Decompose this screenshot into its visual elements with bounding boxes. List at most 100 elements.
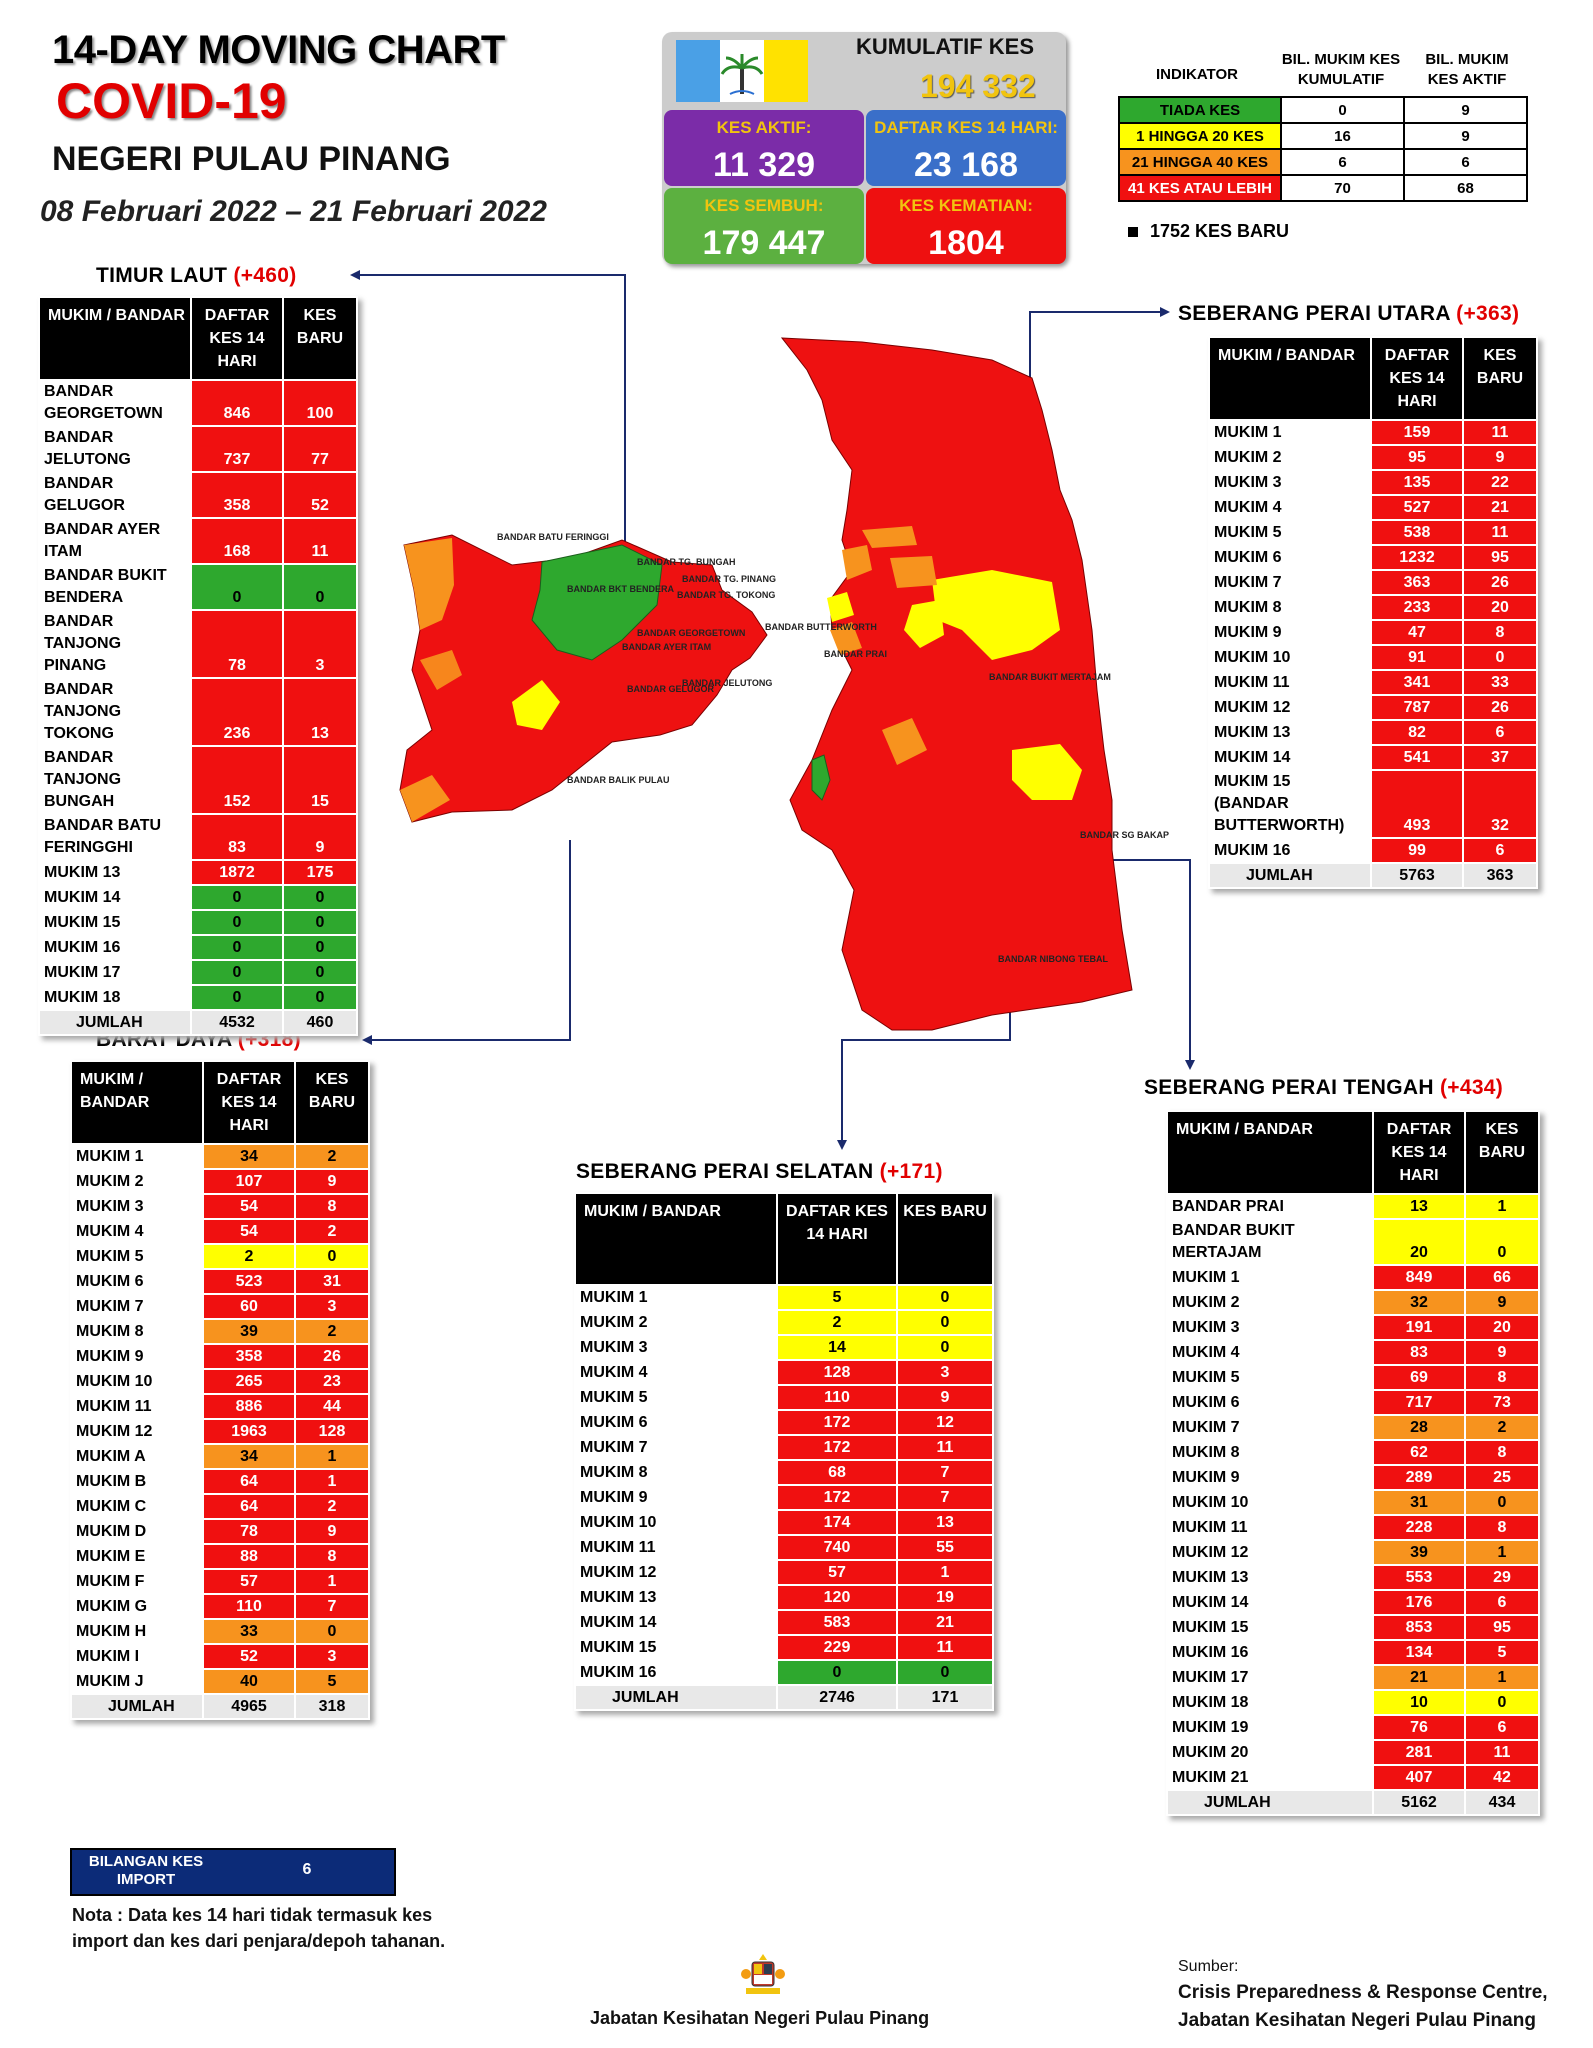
- cases-14day: 2: [778, 1311, 896, 1334]
- table-row: MUKIM 7 60 3: [72, 1295, 368, 1318]
- area-name: MUKIM 1: [72, 1145, 202, 1168]
- area-name: MUKIM G: [72, 1595, 202, 1618]
- area-name: MUKIM 14: [40, 886, 190, 909]
- table-row: MUKIM 6 1232 95: [1210, 546, 1536, 569]
- arrow-timur-laut: [350, 270, 360, 280]
- new-cases: 20: [1466, 1316, 1538, 1339]
- table-row: MUKIM 4 54 2: [72, 1220, 368, 1243]
- island-orange-sw: [420, 650, 462, 690]
- area-name: MUKIM 15: [576, 1636, 776, 1659]
- new-cases: 29: [1466, 1566, 1538, 1589]
- header-14day: DAFTAR KES 14 HARI: [1372, 338, 1462, 419]
- cases-14day: 0: [192, 986, 282, 1009]
- new-cases: 6: [1464, 839, 1536, 862]
- table-row: MUKIM 9 172 7: [576, 1486, 992, 1509]
- new-cases: 44: [296, 1395, 368, 1418]
- area-name: MUKIM J: [72, 1670, 202, 1693]
- table-barat-daya: MUKIM / BANDAR DAFTAR KES 14 HARI KES BARU…: [70, 1060, 370, 1720]
- cases-14day: 281: [1374, 1741, 1464, 1764]
- cases-14day: 21: [1374, 1666, 1464, 1689]
- cases-14day: 39: [1374, 1541, 1464, 1564]
- region-increase: (+171): [879, 1160, 943, 1183]
- area-name: MUKIM 11: [72, 1395, 202, 1418]
- cases-14day: 493: [1372, 771, 1462, 837]
- new-cases: 0: [284, 911, 356, 934]
- table-row: MUKIM 2 32 9: [1168, 1291, 1538, 1314]
- area-name: MUKIM 8: [72, 1320, 202, 1343]
- new-cases: 11: [1464, 521, 1536, 544]
- cases-14day: 233: [1372, 596, 1462, 619]
- new-cases: 9: [296, 1170, 368, 1193]
- new-cases: 8: [1466, 1366, 1538, 1389]
- cases-14day: 176: [1374, 1591, 1464, 1614]
- total-14day: 5162: [1374, 1791, 1464, 1814]
- cases-14day: 52: [204, 1645, 294, 1668]
- indicator-level: 41 KES ATAU LEBIH: [1118, 174, 1282, 202]
- cases-14day: 57: [778, 1561, 896, 1584]
- area-name: MUKIM 16: [576, 1661, 776, 1684]
- cases-14day: 0: [192, 961, 282, 984]
- indicator-cumulative-count: 0: [1280, 96, 1405, 124]
- cases-14day: 13: [1374, 1195, 1464, 1218]
- header-new: KES BARU: [898, 1194, 992, 1284]
- cumulative-value: 194 332: [920, 68, 1036, 104]
- table-row: BANDAR BATU FERINGGHI 83 9: [40, 815, 356, 859]
- island-yellow: [512, 680, 560, 730]
- cases-14day: 228: [1374, 1516, 1464, 1539]
- area-name: MUKIM 5: [1210, 521, 1370, 544]
- table-row: MUKIM 3 54 8: [72, 1195, 368, 1218]
- map-label-batu-feringgi: BANDAR BATU FERINGGI: [497, 532, 609, 542]
- indicator-header-label: INDIKATOR: [1156, 66, 1238, 83]
- area-name: MUKIM 6: [1168, 1391, 1372, 1414]
- area-name: MUKIM 6: [72, 1270, 202, 1293]
- new-cases: 0: [1464, 646, 1536, 669]
- table-row: BANDAR TANJONG PINANG 78 3: [40, 611, 356, 677]
- cases-14day: 99: [1372, 839, 1462, 862]
- table-row: MUKIM 16 0 0: [576, 1661, 992, 1684]
- region-name: TIMUR LAUT: [96, 264, 228, 287]
- area-name: BANDAR TANJONG BUNGAH: [40, 747, 190, 813]
- header-14day: DAFTAR KES 14 HARI: [1374, 1112, 1464, 1193]
- new-cases: 7: [296, 1595, 368, 1618]
- total-label: JUMLAH: [576, 1686, 776, 1709]
- area-name: MUKIM A: [72, 1445, 202, 1468]
- cases-14day: 31: [1374, 1491, 1464, 1514]
- total-label: JUMLAH: [1168, 1791, 1372, 1814]
- new-cases: 9: [898, 1386, 992, 1409]
- table-row: MUKIM 15 (BANDAR BUTTERWORTH) 493 32: [1210, 771, 1536, 837]
- penang-map: BANDAR BATU FERINGGI BANDAR TG. BUNGAH B…: [399, 337, 1169, 1031]
- indicator-header-cumulative: BIL. MUKIM KES KUMULATIF: [1281, 51, 1401, 88]
- total-label: JUMLAH: [1210, 864, 1370, 887]
- table-row: MUKIM 11 886 44: [72, 1395, 368, 1418]
- cases-14day: 174: [778, 1511, 896, 1534]
- table-row: MUKIM 9 358 26: [72, 1345, 368, 1368]
- mainland-orange-1: [842, 545, 872, 580]
- table-row: BANDAR JELUTONG 737 77: [40, 427, 356, 471]
- table-row: MUKIM 14 0 0: [40, 886, 356, 909]
- cases-14day: 83: [192, 815, 282, 859]
- table-row: MUKIM 15 853 95: [1168, 1616, 1538, 1639]
- chart-title: 14-DAY MOVING CHART: [52, 28, 505, 72]
- mainland-orange-2: [862, 526, 917, 548]
- table-timur-laut: MUKIM / BANDAR DAFTAR KES 14 HARI KES BARU…: [38, 296, 358, 1036]
- area-name: BANDAR JELUTONG: [40, 427, 190, 471]
- header-area: MUKIM / BANDAR: [1168, 1112, 1372, 1193]
- cases-14day: 737: [192, 427, 282, 471]
- area-name: MUKIM 3: [72, 1195, 202, 1218]
- penang-flag-icon: [676, 40, 808, 102]
- new-cases: 21: [1464, 496, 1536, 519]
- new-cases: 9: [1466, 1291, 1538, 1314]
- cases-14day: 787: [1372, 696, 1462, 719]
- cases-14day: 107: [204, 1170, 294, 1193]
- table-header-row: MUKIM / BANDAR DAFTAR KES 14 HARI KES BARU: [40, 298, 356, 379]
- area-name: MUKIM E: [72, 1545, 202, 1568]
- table-row: MUKIM 18 0 0: [40, 986, 356, 1009]
- area-name: MUKIM 20: [1168, 1741, 1372, 1764]
- table-row: MUKIM 13 82 6: [1210, 721, 1536, 744]
- mainland-orange-3: [890, 556, 937, 588]
- new-cases: 11: [284, 519, 356, 563]
- cases-14day: 54: [204, 1220, 294, 1243]
- table-row: MUKIM 3 14 0: [576, 1336, 992, 1359]
- table-row: MUKIM H 33 0: [72, 1620, 368, 1643]
- new-cases: 66: [1466, 1266, 1538, 1289]
